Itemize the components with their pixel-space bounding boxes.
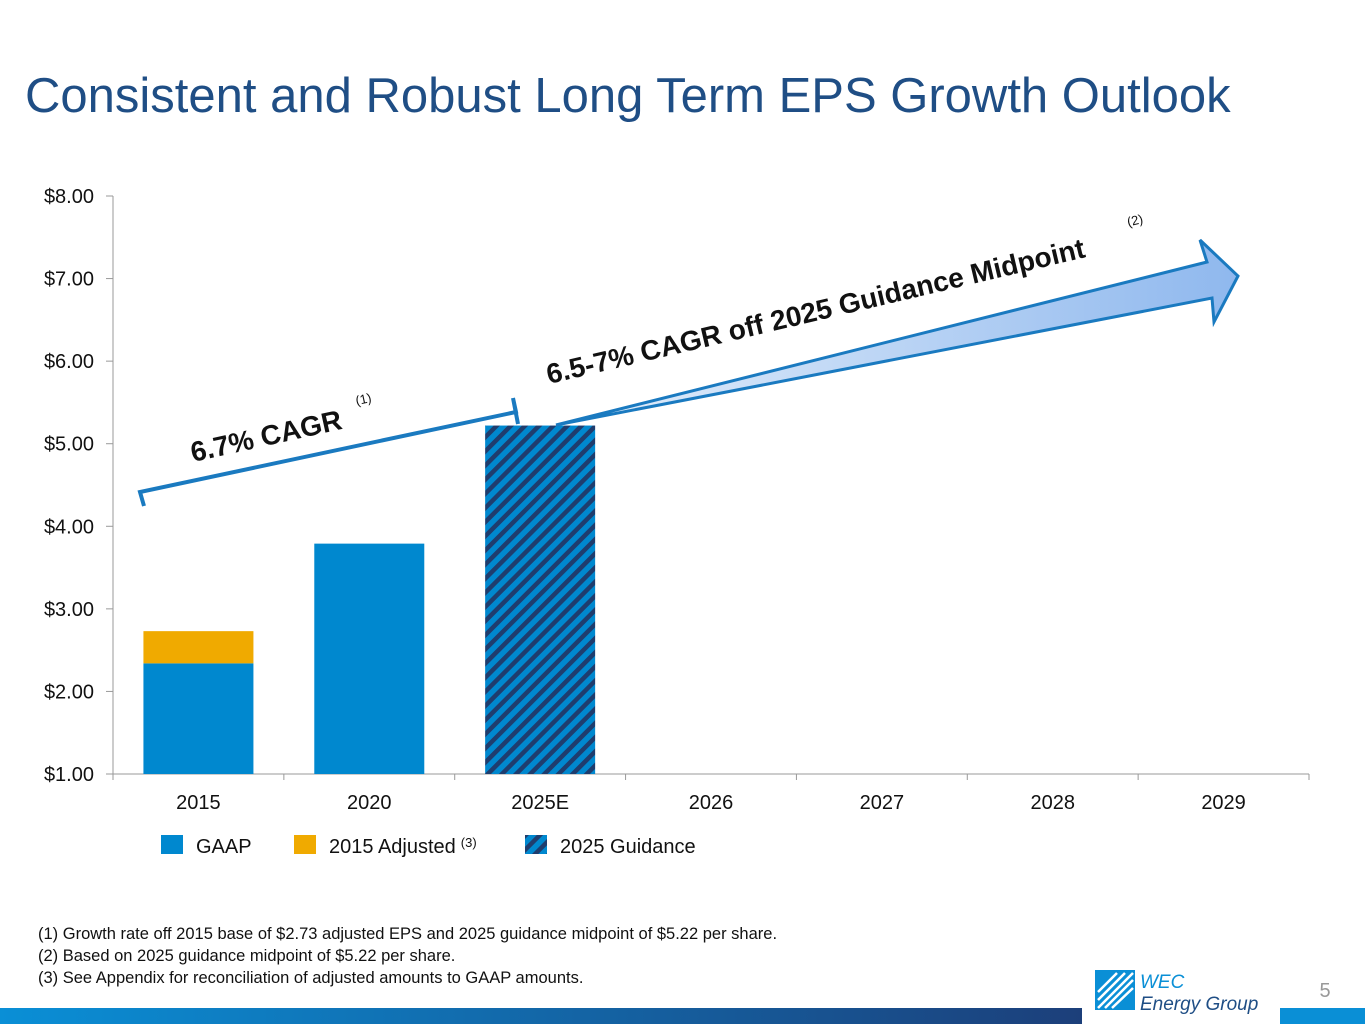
y-tick-label: $6.00 <box>44 351 94 373</box>
x-tick-label: 2020 <box>347 792 392 814</box>
bar <box>485 425 596 774</box>
slide-title: Consistent and Robust Long Term EPS Grow… <box>25 69 1231 123</box>
footnote: (1) Growth rate off 2015 base of $2.73 a… <box>38 925 777 943</box>
logo-stripes <box>1097 972 1134 1009</box>
x-tick-label: 2015 <box>176 792 221 814</box>
growth-arrow <box>555 238 1240 427</box>
legend-swatch <box>161 835 183 854</box>
x-tick-label: 2026 <box>689 792 734 814</box>
y-tick-label: $7.00 <box>44 269 94 291</box>
footer-bar <box>0 1008 1082 1024</box>
annotation-note: (1) <box>354 390 373 408</box>
footnote: (2) Based on 2025 guidance midpoint of $… <box>38 947 455 965</box>
legend-note: (3) <box>461 835 477 850</box>
legend-label: 2025 Guidance <box>560 836 696 858</box>
logo: WEC Energy Group <box>1095 970 1258 1015</box>
legend-swatch <box>525 835 547 854</box>
legend-label: 2015 Adjusted <box>329 836 456 858</box>
footer-bar <box>1280 1008 1365 1024</box>
cagr-bracket <box>137 397 520 507</box>
chart: $1.00 $2.00 $3.00 $4.00 $5.00 $6.00 $7.00 $8.00… <box>44 186 1310 858</box>
x-tick-label: 2025E <box>511 792 569 814</box>
y-tick-label: $2.00 <box>44 681 94 703</box>
y-tick-label: $3.00 <box>44 599 94 621</box>
footnotes: (1) Growth rate off 2015 base of $2.73 a… <box>38 925 777 987</box>
bar <box>143 663 254 774</box>
annotation-note: (2) <box>1126 211 1145 229</box>
logo-text: Energy Group <box>1140 994 1258 1015</box>
y-tick-label: $8.00 <box>44 186 94 208</box>
x-tick-label: 2028 <box>1030 792 1075 814</box>
legend-label: GAAP <box>196 836 252 858</box>
x-tick-label: 2027 <box>860 792 905 814</box>
bar <box>314 543 425 774</box>
legend-swatch <box>294 835 316 854</box>
y-tick-label: $4.00 <box>44 516 94 538</box>
bar <box>143 631 254 664</box>
logo-text: WEC <box>1140 972 1185 993</box>
page-number: 5 <box>1319 980 1330 1002</box>
y-tick-label: $5.00 <box>44 434 94 456</box>
y-tick-label: $1.00 <box>44 764 94 786</box>
footnote: (3) See Appendix for reconciliation of a… <box>38 969 583 987</box>
x-tick-label: 2029 <box>1201 792 1246 814</box>
